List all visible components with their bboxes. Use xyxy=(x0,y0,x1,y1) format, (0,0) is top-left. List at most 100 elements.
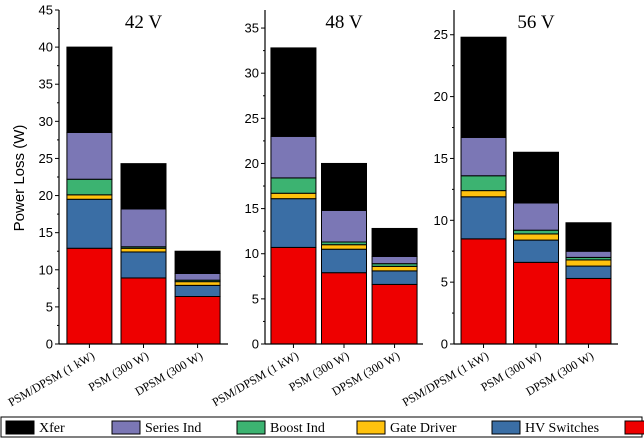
panel-title: 48 V xyxy=(325,12,362,33)
y-tick-label: 15 xyxy=(434,151,448,166)
bar-segment-series-ind xyxy=(120,208,167,248)
legend-item-boost-ind: Boost Ind xyxy=(236,420,325,436)
y-tick-label: 25 xyxy=(434,27,448,42)
legend-swatch xyxy=(5,420,35,435)
bar-segment-gate-driver xyxy=(460,190,507,198)
legend-swatch xyxy=(356,420,386,435)
chart-panels: PSM/DPSM (1 kW)PSM (300 W)DPSM (300 W)05… xyxy=(6,3,618,409)
bar-segment-gate-driver xyxy=(371,265,418,272)
bar-segment-xfer xyxy=(66,46,113,133)
y-tick-label: 20 xyxy=(39,188,53,203)
bar-segment-hv-switches xyxy=(371,270,418,285)
bar-segment-xfer xyxy=(371,227,418,257)
y-tick-label: 25 xyxy=(245,111,259,126)
bar-segment-series-ind xyxy=(321,209,367,243)
bar-segment-boost-ind xyxy=(66,178,113,196)
bar-segment-series-ind xyxy=(513,202,559,231)
bar-segment-hv-switches xyxy=(120,251,167,279)
y-tick-label: 35 xyxy=(39,77,53,92)
panel-title: 42 V xyxy=(125,12,162,33)
y-tick-label: 40 xyxy=(39,40,53,55)
bar-segment-gate-driver xyxy=(321,244,367,250)
y-tick-label: 10 xyxy=(245,246,259,261)
bar-segment-lv-switches xyxy=(120,277,167,345)
legend-swatch xyxy=(624,420,644,435)
panel-1: PSM/DPSM (1 kW)PSM (300 W)DPSM (300 W)05… xyxy=(210,10,423,409)
y-tick-label: 10 xyxy=(39,262,53,277)
bar-segment-xfer xyxy=(565,222,612,252)
bar-segment-hv-switches xyxy=(321,248,367,274)
bar-segment-lv-switches xyxy=(565,277,612,345)
legend-swatch xyxy=(111,420,141,435)
category-label: PSM/DPSM (1 kW) xyxy=(6,348,97,409)
bar-segment-series-ind xyxy=(270,135,317,179)
bar-segment-xfer xyxy=(120,163,167,210)
panel-title: 56 V xyxy=(517,12,554,33)
y-tick-label: 10 xyxy=(434,213,448,228)
bar-segment-lv-switches xyxy=(270,246,317,345)
y-tick-label: 45 xyxy=(39,3,53,18)
bar-segment-lv-switches xyxy=(513,261,559,345)
y-tick-label: 0 xyxy=(46,337,53,352)
category-label: PSM/DPSM (1 kW) xyxy=(400,348,491,409)
bar-segment-gate-driver xyxy=(174,281,221,286)
y-tick-label: 35 xyxy=(245,21,259,36)
bar-segment-hv-switches xyxy=(565,265,612,279)
legend-label: Gate Driver xyxy=(390,421,457,436)
y-tick-label: 5 xyxy=(46,299,53,314)
legend-item-gate-driver: Gate Driver xyxy=(356,420,457,436)
bar-segment-gate-driver xyxy=(120,247,167,253)
bar-segment-gate-driver xyxy=(66,194,113,200)
legend-item-hv-switches: HV Switches xyxy=(491,420,599,436)
y-tick-label: 0 xyxy=(441,337,448,352)
legend-label: Boost Ind xyxy=(270,421,325,436)
legend-swatch xyxy=(491,420,521,435)
y-axis-label: Power Loss (W) xyxy=(11,125,28,232)
bar-segment-series-ind xyxy=(174,272,221,281)
legend: Xfer Series Ind Boost Ind Gate Driver HV Swi… xyxy=(0,416,644,438)
bar-segment-series-ind xyxy=(66,131,113,180)
bar-segment-boost-ind xyxy=(460,175,507,192)
panel-2: PSM/DPSM (1 kW)PSM (300 W)DPSM (300 W)05… xyxy=(400,10,618,409)
legend-item-lv-switches: LV Switches xyxy=(624,420,644,435)
bar-segment-series-ind xyxy=(460,136,507,177)
y-tick-label: 30 xyxy=(245,66,259,81)
y-tick-label: 15 xyxy=(245,201,259,216)
bar-segment-xfer xyxy=(174,250,221,274)
panel-0: PSM/DPSM (1 kW)PSM (300 W)DPSM (300 W)05… xyxy=(6,3,228,409)
bar-segment-lv-switches xyxy=(66,247,113,345)
y-tick-label: 30 xyxy=(39,114,53,129)
y-tick-label: 25 xyxy=(39,151,53,166)
y-tick-label: 5 xyxy=(252,291,259,306)
bar-segment-gate-driver xyxy=(513,233,559,241)
y-tick-label: 20 xyxy=(434,89,448,104)
category-label: PSM/DPSM (1 kW) xyxy=(210,348,301,409)
bar-segment-xfer xyxy=(460,36,507,138)
bar-segment-gate-driver xyxy=(565,259,612,267)
bar-segment-xfer xyxy=(321,162,367,211)
bar-segment-series-ind xyxy=(371,255,418,265)
bar-segment-lv-switches xyxy=(174,295,221,345)
legend-label: Xfer xyxy=(39,421,65,436)
bar-segment-hv-switches xyxy=(513,239,559,263)
y-tick-label: 0 xyxy=(252,337,259,352)
bar-segment-hv-switches xyxy=(174,284,221,297)
bar-segment-lv-switches xyxy=(371,283,418,345)
bar-segment-hv-switches xyxy=(460,196,507,240)
bar-segment-gate-driver xyxy=(270,192,317,200)
bar-segment-xfer xyxy=(270,47,317,137)
legend-item-xfer: Xfer xyxy=(5,420,65,436)
bar-segment-xfer xyxy=(513,151,559,204)
legend-label: HV Switches xyxy=(525,421,599,436)
bar-segment-lv-switches xyxy=(321,272,367,345)
y-tick-label: 15 xyxy=(39,225,53,240)
bar-segment-hv-switches xyxy=(66,198,113,249)
bar-segment-series-ind xyxy=(565,250,612,258)
y-tick-label: 5 xyxy=(441,275,448,290)
legend-item-series-ind: Series Ind xyxy=(111,420,201,436)
bar-segment-boost-ind xyxy=(270,177,317,194)
bar-segment-boost-ind xyxy=(513,229,559,235)
y-tick-label: 20 xyxy=(245,156,259,171)
legend-label: Series Ind xyxy=(145,421,201,436)
legend-swatch xyxy=(236,420,266,435)
